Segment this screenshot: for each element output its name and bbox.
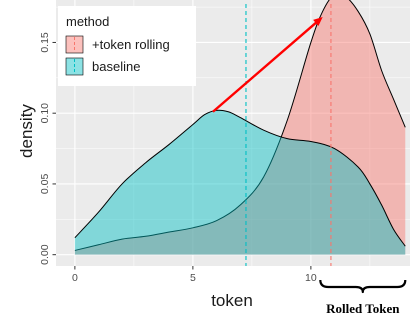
bracket-label: Rolled Token (326, 301, 400, 316)
x-tick-label: 0 (72, 272, 78, 284)
density-areas (74, 0, 406, 255)
density-curve-1 (74, 109, 406, 247)
x-axis-title: token (211, 291, 253, 310)
bracket (319, 279, 407, 294)
legend-background (58, 6, 196, 86)
y-tick-label: 0.05 (39, 174, 51, 195)
arrow-head (313, 16, 323, 27)
arrow-shaft (212, 21, 318, 113)
y-axis-title: density (17, 104, 36, 158)
annotations: Rolled Token (212, 16, 407, 316)
axis-ticks: 0 5 10 0.00 0.05 0.10 0.15 (39, 32, 317, 284)
legend: method +token rolling baseline (58, 6, 196, 86)
x-tick-label: 10 (305, 272, 317, 284)
legend-label-token-rolling: +token rolling (92, 37, 170, 52)
x-tick-label: 5 (190, 272, 196, 284)
density-curve-0 (74, 0, 406, 251)
mean-lines (245, 4, 332, 266)
density-area-0 (74, 0, 406, 255)
y-tick-label: 0.10 (39, 103, 51, 124)
legend-label-baseline: baseline (92, 59, 140, 74)
legend-title: method (66, 14, 109, 29)
y-tick-label: 0.15 (39, 32, 51, 53)
y-tick-label: 0.00 (39, 244, 51, 265)
density-area-1 (74, 110, 406, 255)
